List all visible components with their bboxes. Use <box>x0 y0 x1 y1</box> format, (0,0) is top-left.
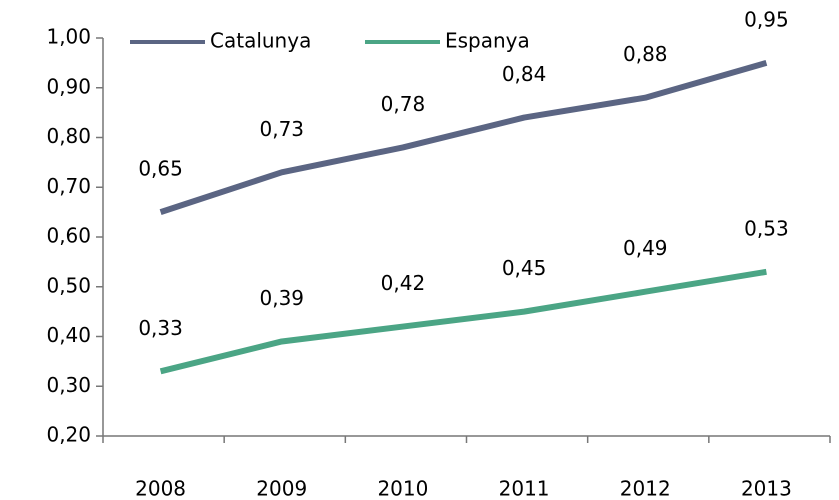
series-line <box>159 268 767 375</box>
y-tick-label: 0,50 <box>46 273 91 297</box>
x-tick-label: 2012 <box>620 477 671 500</box>
y-tick-label: 0,30 <box>46 373 91 397</box>
y-tick-label: 0,60 <box>46 224 91 248</box>
data-label: 0,65 <box>138 157 183 181</box>
data-label: 0,33 <box>138 316 183 340</box>
data-label: 0,84 <box>502 62 547 86</box>
y-tick-label: 0,40 <box>46 323 91 347</box>
data-label: 0,45 <box>502 256 547 280</box>
legend-label: Espanya <box>445 29 530 53</box>
data-label: 0,95 <box>744 7 789 31</box>
y-tick-label: 0,80 <box>46 124 91 148</box>
x-tick-label: 2009 <box>256 477 307 500</box>
y-tick-label: 0,20 <box>46 423 91 447</box>
data-label: 0,49 <box>623 236 668 260</box>
data-label: 0,73 <box>259 117 304 141</box>
legend-label: Catalunya <box>210 29 311 53</box>
data-label: 0,39 <box>259 286 304 310</box>
data-label: 0,53 <box>744 216 789 240</box>
data-label: 0,78 <box>381 92 426 116</box>
y-tick-label: 0,90 <box>46 74 91 98</box>
y-tick-label: 0,70 <box>46 174 91 198</box>
data-label: 0,42 <box>381 271 426 295</box>
x-tick-label: 2010 <box>377 477 428 500</box>
x-tick-label: 2011 <box>499 477 550 500</box>
data-label: 0,88 <box>623 42 668 66</box>
x-tick-label: 2008 <box>135 477 186 500</box>
series-line <box>159 59 768 215</box>
x-tick-label: 2013 <box>741 477 792 500</box>
y-tick-label: 1,00 <box>46 25 91 49</box>
